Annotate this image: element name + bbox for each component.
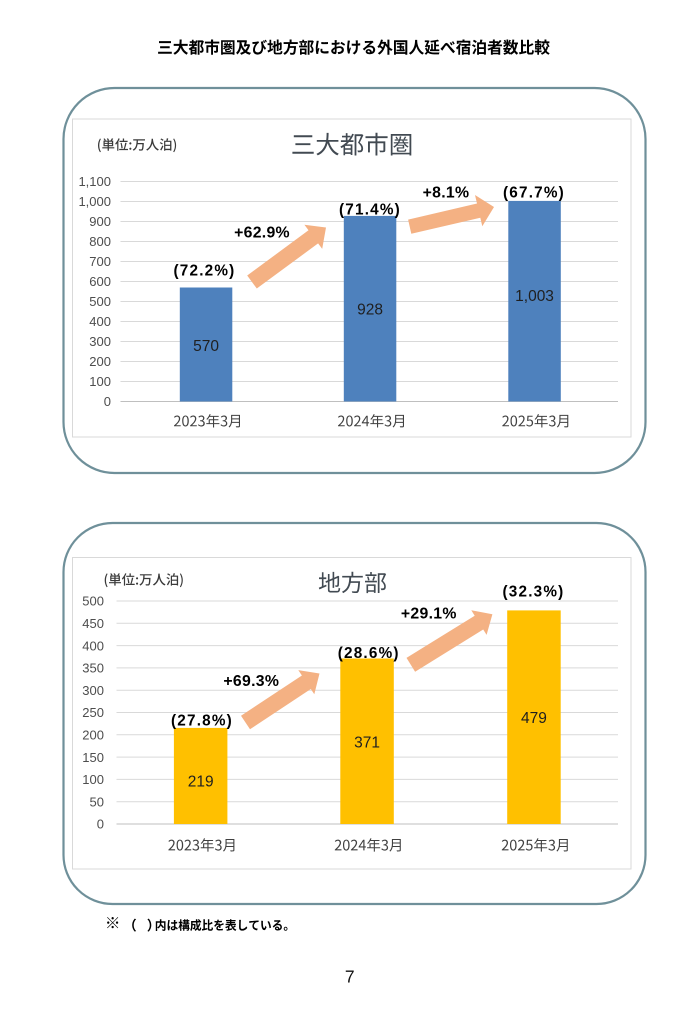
svg-text:(28.6%): (28.6%)	[338, 645, 400, 662]
svg-text:800: 800	[89, 234, 111, 249]
svg-text:100: 100	[89, 374, 111, 389]
svg-text:200: 200	[89, 354, 111, 369]
svg-text:350: 350	[82, 661, 104, 676]
svg-text:371: 371	[354, 735, 380, 752]
svg-text:150: 150	[82, 750, 104, 765]
svg-text:479: 479	[521, 710, 547, 727]
svg-text:(27.8%): (27.8%)	[171, 712, 233, 729]
svg-text:400: 400	[89, 314, 111, 329]
svg-text:7: 7	[345, 967, 355, 987]
svg-text:300: 300	[89, 334, 111, 349]
svg-text:700: 700	[89, 254, 111, 269]
svg-text:(67.7%): (67.7%)	[503, 184, 565, 201]
svg-text:0: 0	[97, 817, 104, 832]
svg-text:400: 400	[82, 638, 104, 653]
svg-text:900: 900	[89, 214, 111, 229]
svg-text:600: 600	[89, 274, 111, 289]
svg-text:250: 250	[82, 705, 104, 720]
svg-text:+8.1%: +8.1%	[423, 185, 470, 202]
svg-text:+69.3%: +69.3%	[223, 673, 279, 690]
svg-text:1,000: 1,000	[78, 194, 111, 209]
svg-text:(72.2%): (72.2%)	[174, 263, 236, 280]
svg-text:500: 500	[82, 594, 104, 609]
svg-text:1,003: 1,003	[515, 288, 554, 305]
svg-text:100: 100	[82, 772, 104, 787]
svg-text:500: 500	[89, 294, 111, 309]
svg-text:(71.4%): (71.4%)	[339, 202, 401, 219]
svg-text:+29.1%: +29.1%	[401, 606, 457, 623]
svg-text:50: 50	[90, 794, 104, 809]
svg-text:570: 570	[193, 338, 219, 355]
svg-text:+62.9%: +62.9%	[234, 225, 290, 242]
svg-text:450: 450	[82, 616, 104, 631]
svg-text:(32.3%): (32.3%)	[503, 583, 565, 600]
svg-text:300: 300	[82, 683, 104, 698]
svg-text:928: 928	[357, 302, 383, 319]
svg-text:0: 0	[104, 394, 111, 409]
svg-text:1,100: 1,100	[78, 174, 111, 189]
svg-text:200: 200	[82, 728, 104, 743]
svg-text:219: 219	[188, 774, 214, 791]
